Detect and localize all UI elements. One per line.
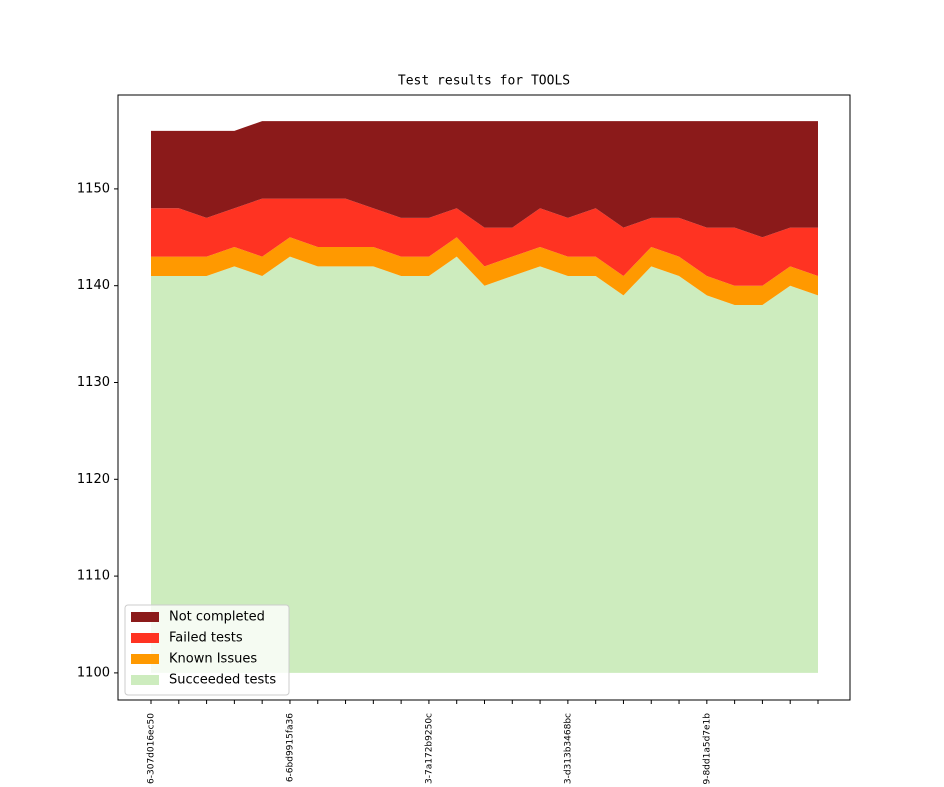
y-tick-label: 1130 xyxy=(77,375,110,390)
legend-label: Not completed xyxy=(169,610,265,625)
y-tick-label: 1110 xyxy=(77,569,110,584)
x-tick-label: 9-8dd1a5d7e1b xyxy=(702,713,712,785)
y-tick-label: 1140 xyxy=(77,278,110,293)
area xyxy=(151,121,818,238)
area xyxy=(151,256,818,673)
x-tick-label: 3-d313b3468bc xyxy=(563,713,573,784)
y-tick-label: 1150 xyxy=(77,181,110,196)
legend-frame xyxy=(124,604,290,696)
legend-swatch xyxy=(131,612,159,622)
y-tick-label: 1100 xyxy=(77,665,110,680)
chart-title: Test results for TOOLS xyxy=(398,74,570,89)
area xyxy=(151,198,818,286)
legend-swatch xyxy=(131,675,159,685)
x-tick-label: 6-6bd9915fa36 xyxy=(285,713,295,782)
y-tick-label: 1120 xyxy=(77,472,110,487)
x-tick-label: 3-7a172b9250c xyxy=(424,713,434,784)
legend-label: Failed tests xyxy=(169,631,243,646)
legend-label: Known Issues xyxy=(169,652,257,667)
legend: Not completed Failed tests Known Issues Suc… xyxy=(124,604,290,696)
legend-swatch xyxy=(131,654,159,664)
x-tick-label: 6-307d016ec50 xyxy=(147,713,157,784)
legend-swatch xyxy=(131,633,159,643)
area xyxy=(151,237,818,306)
legend-label: Succeeded tests xyxy=(169,673,276,688)
